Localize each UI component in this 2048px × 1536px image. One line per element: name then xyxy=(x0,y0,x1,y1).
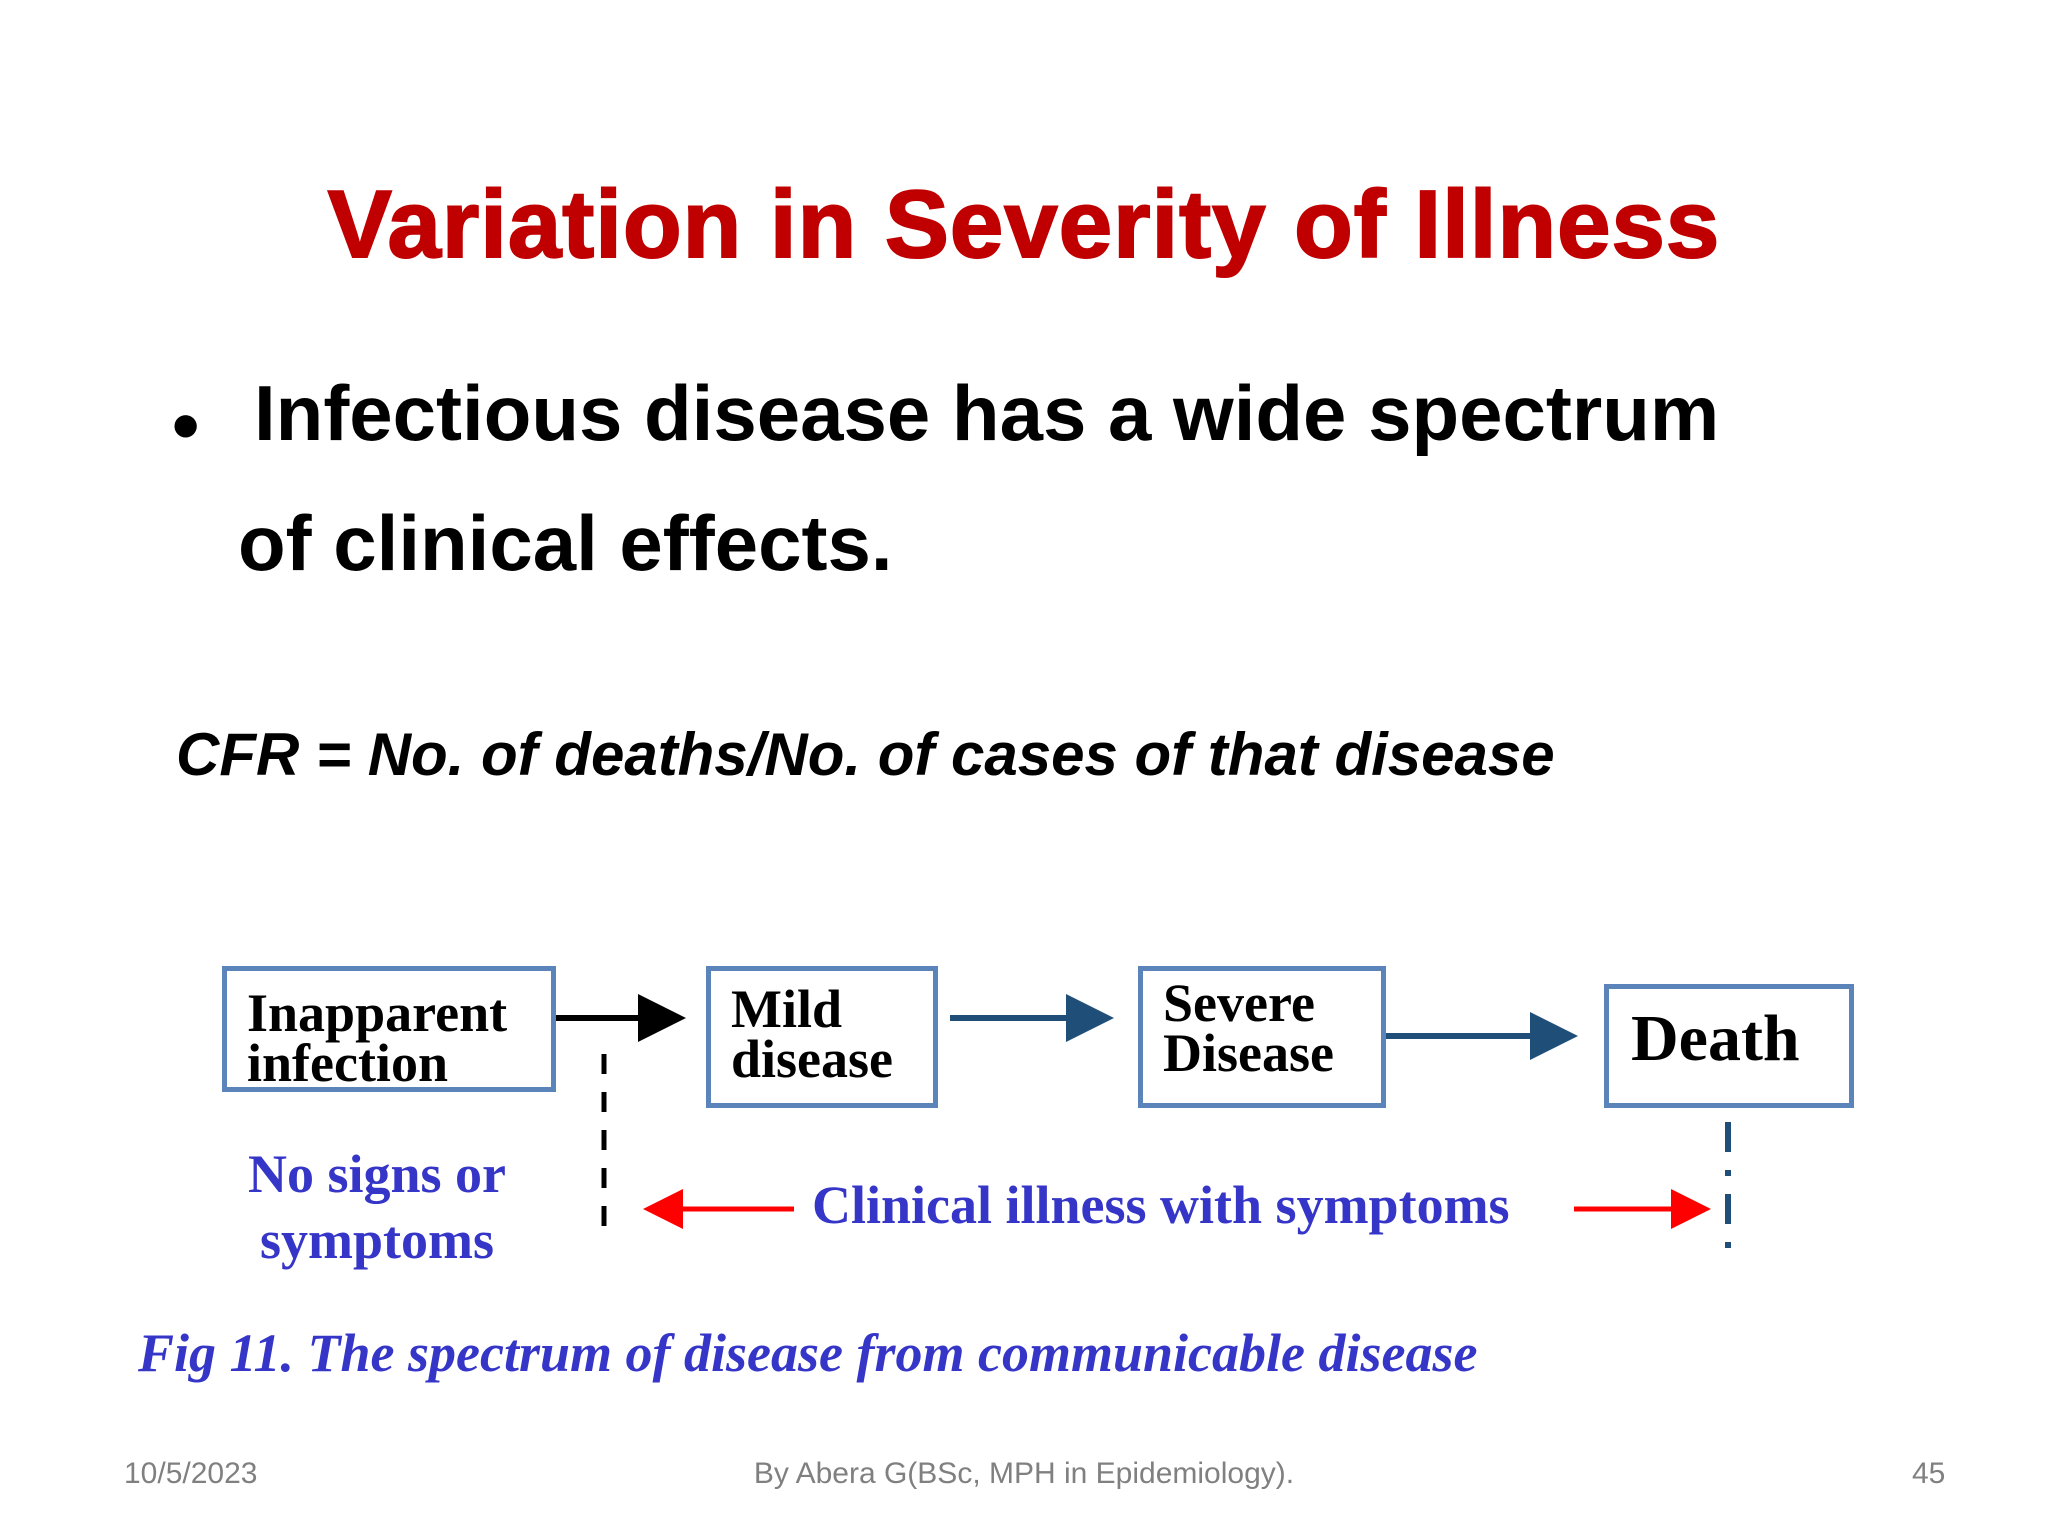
box-inapparent-label: Inapparent infection xyxy=(247,983,508,1093)
box-severe-disease: Severe Disease xyxy=(1138,966,1386,1108)
cfr-formula: CFR = No. of deaths/No. of cases of that… xyxy=(176,721,1555,788)
box-mild-label: Mild disease xyxy=(731,979,893,1089)
footer-date: 10/5/2023 xyxy=(124,1457,258,1490)
box-severe-label: Severe Disease xyxy=(1163,973,1334,1083)
box-mild-disease: Mild disease xyxy=(706,966,938,1108)
bullet-icon: • xyxy=(172,381,200,469)
slide-title: Variation in Severity of Illness xyxy=(327,170,1721,279)
box-death: Death xyxy=(1604,984,1854,1108)
box-inapparent-infection: Inapparent infection xyxy=(222,966,556,1092)
box-death-label: Death xyxy=(1631,1002,1800,1075)
clinical-illness-label: Clinical illness with symptoms xyxy=(812,1175,1510,1235)
footer-page-number: 45 xyxy=(1912,1457,1946,1490)
bullet-text-line-2: of clinical effects. xyxy=(238,499,893,587)
figure-caption: Fig 11. The spectrum of disease from com… xyxy=(138,1323,1478,1383)
no-signs-label: No signs or symptoms xyxy=(248,1144,507,1270)
bullet-text-line-1: Infectious disease has a wide spectrum xyxy=(254,369,1720,457)
footer-author: By Abera G(BSc, MPH in Epidemiology). xyxy=(753,1457,1295,1490)
